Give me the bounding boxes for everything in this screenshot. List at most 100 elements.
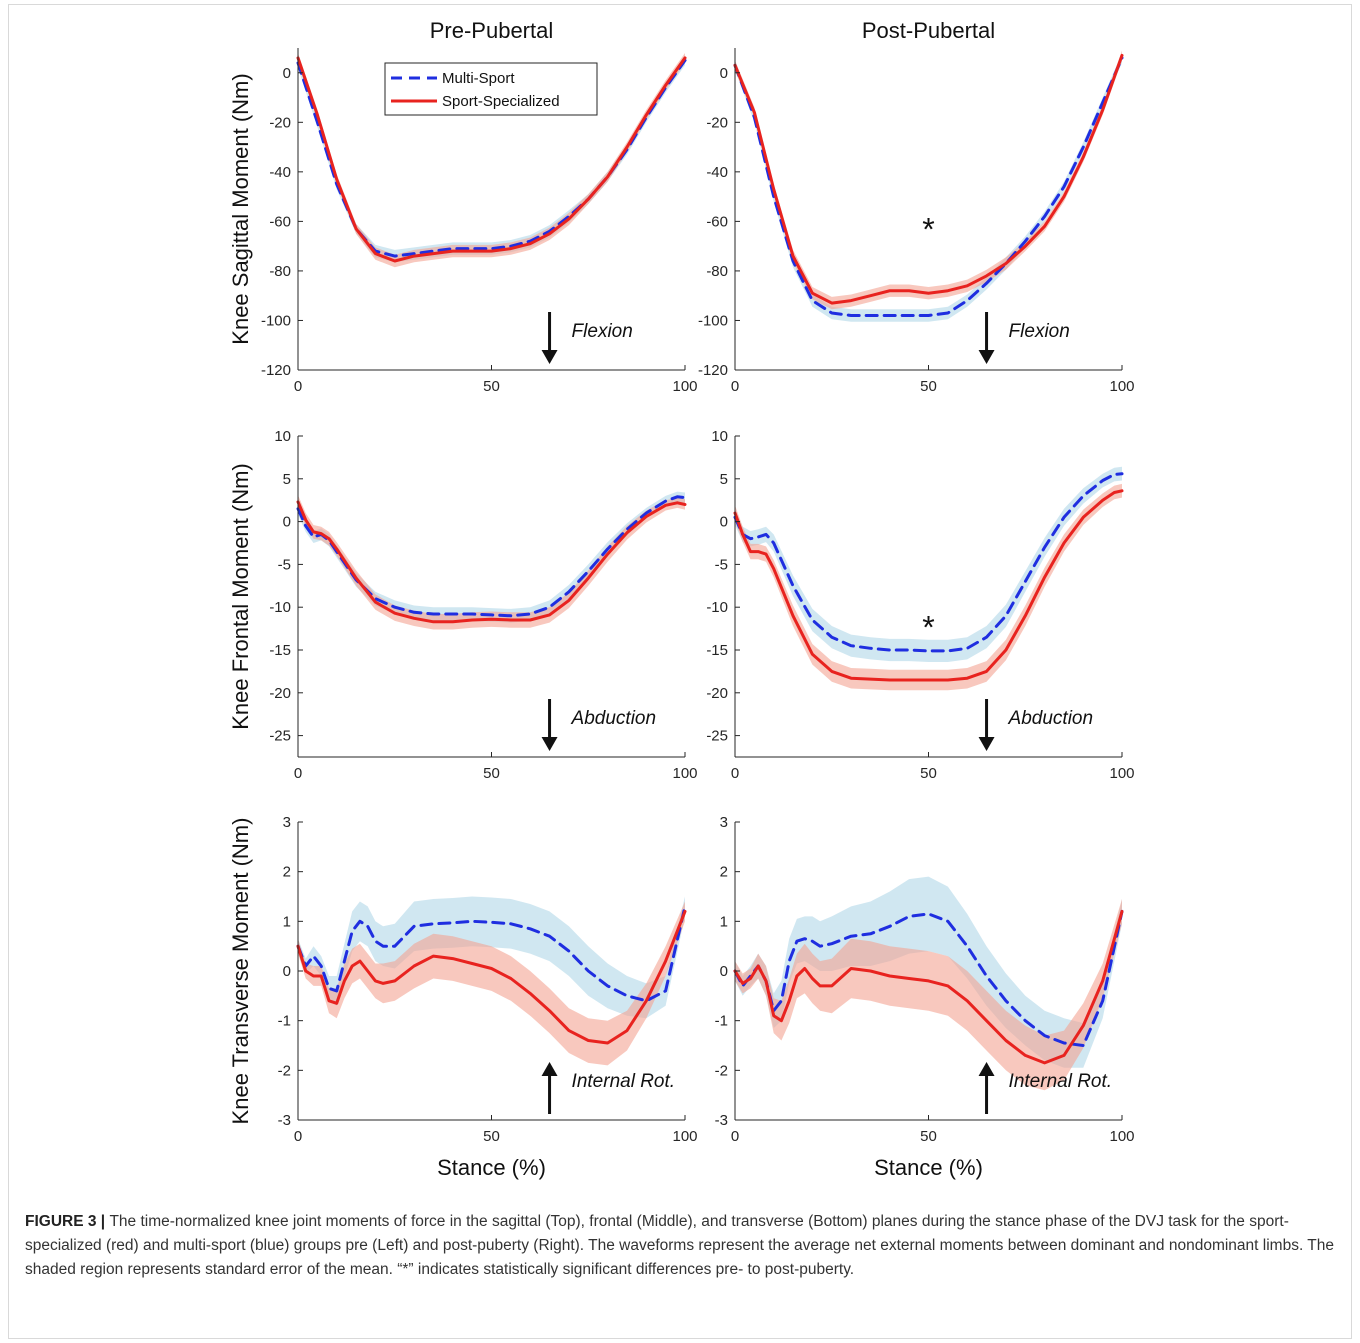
y-tick-label: -10 — [706, 599, 728, 616]
x-tick-label: 0 — [294, 765, 302, 782]
y-tick-label: -40 — [269, 164, 291, 181]
y-axis-title: Knee Frontal Moment (Nm) — [228, 463, 253, 730]
direction-arrow-head — [978, 350, 995, 364]
sport-specialized-se-band — [735, 50, 1122, 310]
column-title-post-pubertal: Post-Pubertal — [862, 18, 995, 43]
y-tick-label: 5 — [283, 471, 291, 488]
multi-sport-se-band — [298, 491, 685, 623]
x-tick-label: 100 — [1109, 765, 1134, 782]
sport-specialized-line — [733, 489, 1124, 682]
y-tick-label: 10 — [711, 428, 728, 445]
legend-multi-sport-label: Multi-Sport — [442, 70, 515, 87]
y-tick-label: 2 — [720, 864, 728, 881]
y-tick-label: -10 — [269, 599, 291, 616]
direction-arrow-head — [541, 1062, 558, 1076]
y-tick-label: -25 — [706, 728, 728, 745]
multi-sport-line — [296, 495, 687, 618]
x-tick-label: 50 — [483, 1128, 500, 1145]
x-tick-label: 50 — [483, 378, 500, 395]
y-tick-label: -40 — [706, 164, 728, 181]
y-tick-label: -100 — [261, 312, 291, 329]
y-tick-label: 0 — [283, 65, 291, 82]
x-tick-label: 50 — [920, 765, 937, 782]
x-axis-title: Stance (%) — [874, 1155, 983, 1180]
sport-specialized-line — [733, 53, 1124, 305]
significance-star: * — [922, 609, 934, 645]
y-tick-label: -5 — [278, 556, 291, 573]
direction-annotation: Internal Rot. — [572, 1071, 676, 1092]
direction-annotation: Abduction — [571, 708, 657, 729]
y-axis-title: Knee Sagittal Moment (Nm) — [228, 73, 253, 344]
x-tick-label: 50 — [920, 1128, 937, 1145]
y-axis-title: Knee Transverse Moment (Nm) — [228, 818, 253, 1125]
sport-specialized-line — [296, 500, 687, 624]
direction-arrow-head — [541, 350, 558, 364]
multi-sport-line — [296, 904, 687, 1003]
y-tick-label: -60 — [269, 213, 291, 230]
y-tick-label: -1 — [278, 1013, 291, 1030]
y-tick-label: -15 — [706, 642, 728, 659]
figure-caption: FIGURE 3 | The time-normalized knee join… — [25, 1210, 1335, 1282]
figure-frame — [8, 4, 1352, 1339]
y-tick-label: -80 — [269, 263, 291, 280]
x-tick-label: 100 — [672, 378, 697, 395]
caption-text: The time-normalized knee joint moments o… — [25, 1213, 1334, 1278]
y-tick-label: -2 — [715, 1062, 728, 1079]
y-tick-label: 1 — [720, 913, 728, 930]
significance-star: * — [922, 211, 934, 247]
x-tick-label: 0 — [731, 1128, 739, 1145]
y-tick-label: -120 — [698, 362, 728, 379]
y-tick-label: -120 — [261, 362, 291, 379]
y-tick-label: 0 — [720, 65, 728, 82]
direction-arrow-head — [978, 737, 995, 751]
multi-sport-line — [733, 472, 1124, 653]
y-tick-label: 5 — [720, 471, 728, 488]
x-tick-label: 0 — [294, 378, 302, 395]
y-tick-label: -80 — [706, 263, 728, 280]
x-tick-label: 100 — [1109, 1128, 1134, 1145]
y-tick-label: -3 — [715, 1112, 728, 1129]
sport-specialized-se-band — [735, 899, 1122, 1091]
legend: Multi-Sport Sport-Specialized — [384, 62, 598, 116]
sport-specialized-se-band — [298, 901, 685, 1066]
multi-sport-line — [733, 56, 1124, 317]
panel-transverse-pre: -3 -2 -1 0 1 2 3 0 50 100 Knee Transverse Moment (… — [228, 814, 698, 1180]
y-tick-label: 3 — [720, 814, 728, 831]
sport-specialized-line — [733, 909, 1124, 1065]
y-tick-label: 0 — [283, 963, 291, 980]
y-tick-label: 3 — [283, 814, 291, 831]
x-tick-label: 100 — [672, 1128, 697, 1145]
y-tick-label: -100 — [698, 312, 728, 329]
direction-arrow-head — [541, 737, 558, 751]
direction-arrow-head — [978, 1062, 995, 1076]
direction-annotation: Flexion — [572, 321, 633, 342]
y-tick-label: -2 — [278, 1062, 291, 1079]
y-tick-label: -3 — [278, 1112, 291, 1129]
sport-specialized-line — [296, 56, 687, 263]
figure-plot-area: Pre-Pubertal Post-Pubertal-120-100-80-60-… — [228, 18, 1135, 1180]
y-tick-label: -20 — [706, 685, 728, 702]
sport-specialized-line — [296, 909, 687, 1045]
y-tick-label: -20 — [706, 114, 728, 131]
y-tick-label: -60 — [706, 213, 728, 230]
column-title-pre-pubertal: Pre-Pubertal — [430, 18, 554, 43]
direction-annotation: Flexion — [1009, 321, 1070, 342]
x-tick-label: 0 — [731, 765, 739, 782]
direction-annotation: Abduction — [1008, 708, 1094, 729]
y-tick-label: 0 — [283, 514, 291, 531]
multi-sport-se-band — [298, 896, 685, 1019]
y-tick-label: 0 — [720, 963, 728, 980]
caption-lead: FIGURE 3 — [25, 1213, 97, 1230]
x-tick-label: 50 — [920, 378, 937, 395]
x-tick-label: 100 — [672, 765, 697, 782]
legend-sport-specialized-label: Sport-Specialized — [442, 93, 560, 110]
x-tick-label: 100 — [1109, 378, 1134, 395]
y-tick-label: 10 — [274, 428, 291, 445]
panel-sagittal-pre: -120 -100 -80 -60 -40 -20 0 0 50 100 Knee Sagittal… — [228, 48, 698, 395]
y-tick-label: 0 — [720, 514, 728, 531]
y-tick-label: 2 — [283, 864, 291, 881]
y-tick-label: -5 — [715, 556, 728, 573]
